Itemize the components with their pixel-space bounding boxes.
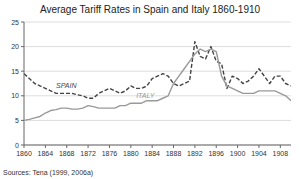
- y-tick-label: 0: [15, 142, 19, 149]
- title: Average Tariff Rates in Spain and Italy …: [40, 4, 261, 15]
- y-tick-label: 10: [11, 92, 19, 99]
- y-tick-label: 20: [11, 43, 19, 50]
- grid-line: [24, 46, 291, 47]
- y-axis: [24, 22, 25, 145]
- x-tick-label: 1892: [187, 150, 203, 157]
- x-tick-label: 1904: [251, 150, 267, 157]
- grid-line: [24, 145, 291, 146]
- y-tick-label: 15: [11, 68, 19, 75]
- x-tick-label: 1908: [273, 150, 289, 157]
- x-tick-label: 1884: [144, 150, 160, 157]
- grid-line: [24, 95, 291, 96]
- series-label: SPAIN: [56, 82, 77, 89]
- chart: Average Tariff Rates in Spain and Italy …: [0, 0, 300, 179]
- grid-line: [24, 22, 291, 23]
- x-tick-label: 1876: [102, 150, 118, 157]
- series-line: [24, 42, 291, 99]
- x-tick-label: 1860: [16, 150, 32, 157]
- x-tick-label: 1896: [208, 150, 224, 157]
- x-axis: [24, 145, 291, 146]
- y-tick-label: 5: [15, 117, 19, 124]
- annotation: Sources: Tena (1999, 2006a): [3, 169, 93, 177]
- x-tick-label: 1900: [230, 150, 246, 157]
- x-tick-label: 1868: [59, 150, 75, 157]
- grid-line: [24, 120, 291, 121]
- series-line: [24, 49, 291, 120]
- x-tick-label: 1872: [80, 150, 96, 157]
- grid-line: [24, 71, 291, 72]
- y-tick-label: 25: [11, 19, 19, 26]
- x-tick-label: 1880: [123, 150, 139, 157]
- x-tick-label: 1888: [166, 150, 182, 157]
- plot-area: [24, 42, 291, 121]
- x-tick-label: 1864: [38, 150, 54, 157]
- series-label: ITALY: [136, 92, 156, 99]
